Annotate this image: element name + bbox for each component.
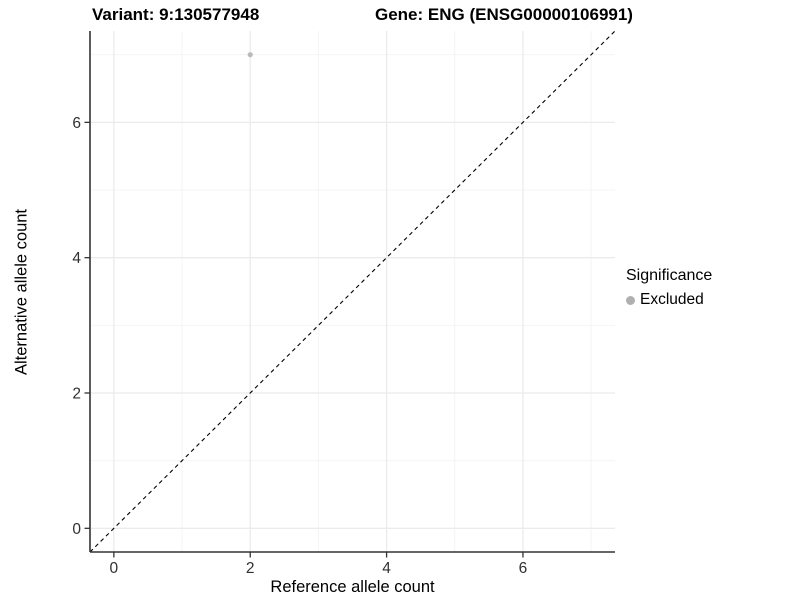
legend-item-label: Excluded <box>640 291 704 308</box>
y-axis-title: Alternative allele count <box>12 208 31 376</box>
x-tick-label: 2 <box>246 560 255 577</box>
y-tick-label: 0 <box>72 521 81 538</box>
x-tick-label: 4 <box>382 560 391 577</box>
legend-point-icon <box>626 295 635 305</box>
x-axis-title: Reference allele count <box>270 578 435 596</box>
x-tick-label: 0 <box>110 560 119 577</box>
y-tick-label: 4 <box>72 250 81 267</box>
y-tick-label: 6 <box>72 115 81 132</box>
y-tick-label: 2 <box>72 385 81 402</box>
legend-title: Significance <box>626 267 713 284</box>
identity-line <box>89 30 616 553</box>
x-tick-label: 6 <box>519 560 528 577</box>
legend-item-excluded: Excluded <box>626 291 712 309</box>
data-point <box>247 52 253 58</box>
plot-title-variant: Variant: 9:130577948 <box>92 5 260 24</box>
plot-title-gene: Gene: ENG (ENSG00000106991) <box>375 5 633 24</box>
legend: Significance Excluded <box>626 267 712 309</box>
